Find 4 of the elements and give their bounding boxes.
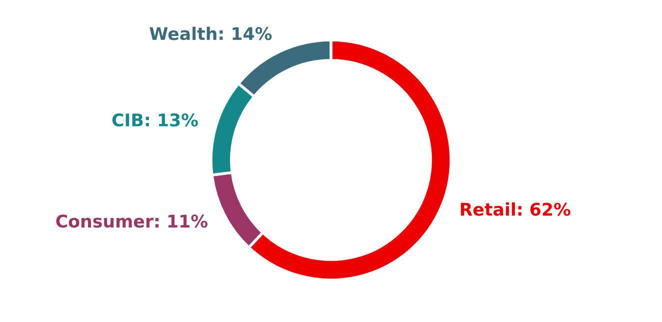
slice-label: Consumer: 11% (56, 214, 208, 228)
slice-label: Wealth: 14% (150, 26, 272, 40)
slice-label: Retail: 62% (460, 202, 570, 216)
slice-label: CIB: 13% (112, 113, 198, 127)
